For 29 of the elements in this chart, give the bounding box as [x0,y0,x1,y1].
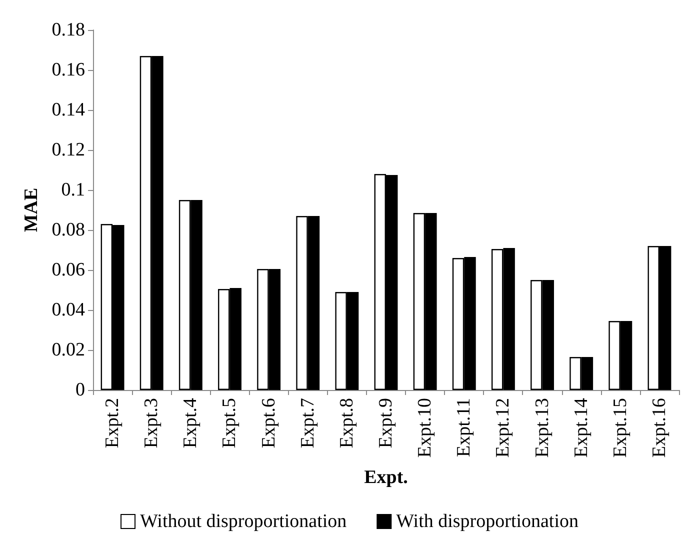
x-tick-label: Expt.10 [414,398,436,458]
x-tick-label: Expt.16 [648,398,670,458]
y-tick-label: 0.02 [52,340,85,360]
y-tick-label: 0.1 [61,180,85,200]
y-tick-label: 0.16 [52,60,85,80]
y-tick-label: 0 [76,380,85,400]
y-tick-label: 0.18 [52,20,85,40]
y-tick-label: 0.06 [52,260,85,280]
x-tick-label: Expt.6 [258,398,280,448]
x-axis-title: Expt. [364,467,408,488]
x-tick-label: Expt.2 [102,398,124,448]
x-tick-label: Expt.4 [180,398,202,448]
x-tick-label: Expt.13 [532,398,553,458]
x-tick-label: Expt.9 [376,398,396,448]
y-tick-label: 0.14 [52,100,86,120]
x-tick-label: Expt.11 [454,398,475,457]
y-axis-title: MAE [20,188,42,232]
y-tick-label: 0.04 [52,300,86,320]
x-tick-label: Expt.12 [492,398,514,458]
legend-label: With disproportionation [396,511,579,532]
y-tick-label: 0.12 [52,140,85,160]
x-tick-label: Expt.8 [336,398,358,448]
x-tick-label: Expt.5 [219,398,240,448]
legend-label: Without disproportionation [140,511,348,532]
x-tick-label: Expt.15 [610,398,631,458]
x-tick-label: Expt.14 [570,398,592,458]
y-tick-label: 0.08 [52,220,85,240]
x-tick-label: Expt.7 [297,398,318,448]
x-tick-label: Expt.3 [141,398,162,448]
